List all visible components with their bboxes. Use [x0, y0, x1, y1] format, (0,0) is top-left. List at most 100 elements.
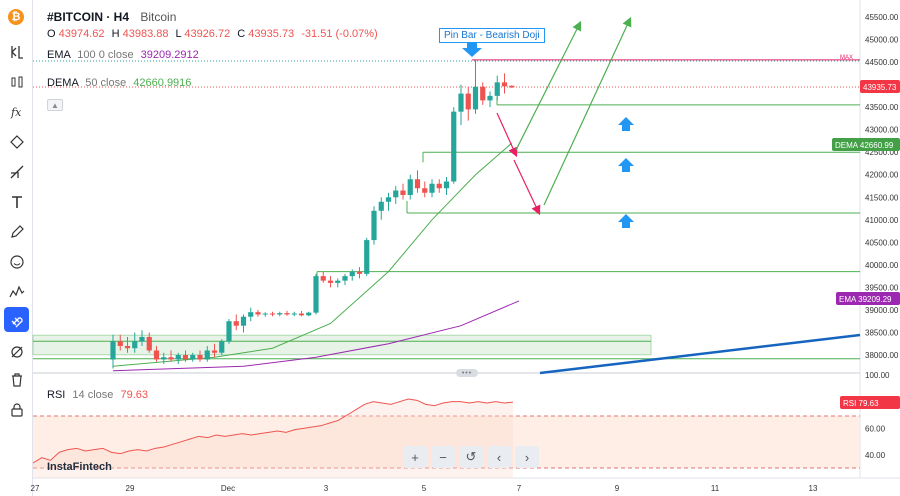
rsi-area [33, 399, 513, 478]
zoom-out-button[interactable]: − [431, 446, 455, 468]
time-tick-label: Dec [221, 484, 235, 493]
candle-body [153, 350, 160, 360]
rsi-value-tag-text: RSI 79.63 [843, 399, 879, 408]
dema-legend[interactable]: DEMA 50 close 42660.9916 [47, 77, 191, 89]
fx-icon[interactable]: fx [4, 99, 29, 124]
lock-icon[interactable] [4, 397, 29, 422]
candle-body [356, 271, 363, 274]
emoji-icon[interactable] [4, 249, 29, 274]
candle-body [110, 341, 116, 360]
ohlc-legend: O 43974.62 H 43983.88 L 43926.72 C 43935… [47, 28, 378, 40]
candle-body [168, 357, 174, 360]
rsi-tick-label: 40.00 [865, 451, 886, 460]
scroll-left-button[interactable]: ‹ [487, 446, 511, 468]
ema-params: 100 0 close [77, 49, 134, 61]
compare-icon[interactable] [4, 69, 29, 94]
indicator-icon[interactable] [4, 39, 29, 64]
price-tick-label: 38000.00 [865, 351, 899, 360]
ema-label: EMA [47, 49, 71, 61]
max-label: MAX [840, 55, 854, 61]
rsi-tick-label: 60.00 [865, 424, 886, 433]
line-tool-icon[interactable] [4, 129, 29, 154]
ema-legend[interactable]: EMA 100 0 close 39209.2912 [47, 49, 199, 61]
pane-resize-handle[interactable]: ••• [456, 369, 478, 377]
zoom-in-button[interactable]: + [403, 446, 427, 468]
candle-body [451, 111, 457, 182]
red-arrow-1 [496, 112, 518, 158]
rsi-line-group [32, 398, 514, 478]
candle-body [342, 276, 348, 281]
blue-up-arrow-2 [618, 158, 634, 172]
candle-body [429, 183, 435, 193]
ema-price-tag-text: EMA 39209.29 [839, 295, 892, 304]
candle-body [211, 350, 218, 353]
collapse-legend-button[interactable]: ▲ [47, 99, 63, 111]
reset-button[interactable]: ↺ [459, 446, 483, 468]
candle-body [255, 312, 261, 315]
candle-body [233, 321, 239, 326]
pin-bar-annotation[interactable]: Pin Bar - Bearish Doji [439, 28, 545, 43]
rsi-tick-label: 100.00 [865, 371, 890, 380]
candle-body [197, 355, 203, 360]
symbol-name: Bitcoin [140, 10, 177, 24]
price-tick-label: 44500.00 [865, 58, 899, 67]
brush-icon[interactable] [4, 219, 29, 244]
rsi-value-tag: RSI 79.63 [840, 396, 900, 409]
candle-body [248, 312, 254, 317]
candle-body [226, 321, 232, 342]
candle-body [393, 190, 399, 198]
candle-body [480, 86, 486, 101]
candle-body [277, 313, 283, 315]
ema-price-tag: EMA 39209.29 [836, 292, 900, 305]
dema-label: DEMA [47, 77, 79, 89]
c-value: 43935.73 [248, 28, 295, 40]
support-zone-rect [32, 334, 652, 356]
candle-body [284, 313, 290, 315]
time-tick-label: 9 [615, 484, 620, 493]
o-value: 43974.62 [58, 28, 105, 40]
current-price-tag-bg [860, 80, 900, 93]
candle-body [436, 183, 442, 189]
candle-body [465, 93, 471, 110]
candle-body [458, 93, 464, 112]
bitcoin-icon: ₿ [8, 9, 24, 25]
rsi-line [32, 398, 514, 464]
ema-value: 39209.2912 [140, 49, 199, 61]
candle-body [204, 350, 210, 360]
time-tick-label: 7 [517, 484, 522, 493]
pattern-icon[interactable] [4, 279, 29, 304]
red-arrow-2 [513, 159, 541, 216]
rsi-value: 79.63 [120, 389, 148, 401]
candle-body [494, 82, 500, 96]
trend-tool-icon[interactable] [4, 159, 29, 184]
price-tick-label: 41500.00 [865, 193, 899, 202]
magnet-icon[interactable] [4, 307, 29, 332]
pin-bar-down-arrow [462, 42, 482, 57]
ema-price-tag-bg [836, 292, 900, 305]
text-tool-icon[interactable] [4, 189, 29, 214]
delete-icon[interactable] [4, 367, 29, 392]
price-tags: 43935.73 DEMA 42660.99 EMA 39209.29 RSI 79.… [832, 80, 900, 409]
candle-body [349, 271, 355, 277]
price-tick-label: 38500.00 [865, 328, 899, 337]
watermark: InstaFintech [47, 461, 112, 473]
scroll-right-button[interactable]: › [515, 446, 539, 468]
h-label: H [111, 28, 120, 40]
candle-body [313, 276, 319, 313]
left-toolbar: ₿ fx [0, 0, 33, 496]
symbol-legend: #BITCOIN · H4 Bitcoin [47, 10, 176, 24]
o-label: O [47, 28, 56, 40]
green-arrow-1 [515, 20, 582, 151]
green-arrow-2 [543, 16, 632, 206]
time-tick-label: 29 [126, 484, 135, 493]
rsi-legend[interactable]: RSI 14 close 79.63 [47, 389, 148, 401]
price-tick-label: 45000.00 [865, 36, 899, 45]
current-price-tag-text: 43935.73 [863, 83, 897, 92]
price-tick-label: 43000.00 [865, 126, 899, 135]
time-tick-label: 5 [422, 484, 427, 493]
candle-body [298, 313, 305, 316]
dema-price-tag: DEMA 42660.99 [832, 138, 900, 151]
candle-body [139, 336, 145, 342]
eye-off-icon[interactable] [4, 339, 29, 364]
